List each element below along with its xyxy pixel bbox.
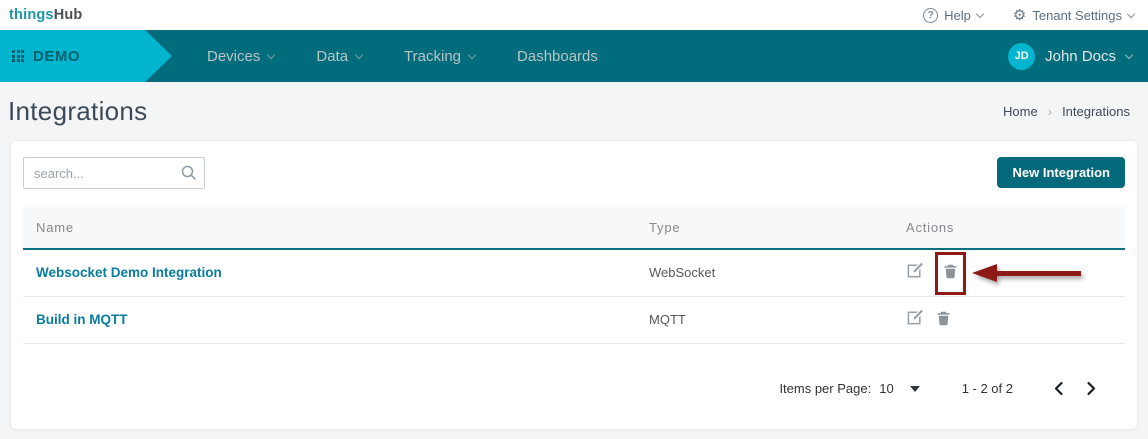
- logo-suffix: Hub: [53, 7, 83, 23]
- column-header-actions: Actions: [906, 220, 955, 235]
- avatar: JD: [1008, 42, 1036, 70]
- integration-type: MQTT: [649, 312, 686, 327]
- user-menu[interactable]: JD John Docs: [1008, 42, 1148, 70]
- help-menu[interactable]: ? Help: [923, 7, 985, 23]
- search-icon: [180, 164, 198, 187]
- app-logo[interactable]: thingsHub: [9, 7, 83, 23]
- nav-item-label: Devices: [207, 47, 261, 65]
- chevron-down-icon: [1124, 50, 1134, 59]
- delete-icon[interactable]: [935, 309, 952, 332]
- items-per-page-value: 10: [879, 381, 894, 396]
- annotation-arrow: [972, 264, 1081, 282]
- items-per-page-label: Items per Page:: [779, 381, 872, 396]
- tenant-settings-menu[interactable]: ⚙ Tenant Settings: [1012, 6, 1136, 24]
- nav-item-label: Tracking: [404, 47, 462, 65]
- breadcrumb-separator-icon: ›: [1047, 103, 1053, 119]
- items-per-page-select[interactable]: 10: [879, 381, 920, 396]
- apps-grid-icon: [12, 50, 24, 62]
- integrations-card: New Integration Name Type Actions Websoc…: [10, 140, 1138, 430]
- breadcrumb-home[interactable]: Home: [1003, 103, 1038, 119]
- nav-item-devices[interactable]: Devices: [207, 47, 276, 65]
- nav-item-tracking[interactable]: Tracking: [404, 47, 477, 65]
- help-label: Help: [944, 7, 971, 23]
- next-page-button[interactable]: [1086, 381, 1097, 396]
- previous-page-button[interactable]: [1053, 381, 1064, 396]
- chevron-down-icon: [1126, 9, 1136, 18]
- search-input[interactable]: [23, 157, 205, 189]
- table-header: Name Type Actions: [23, 207, 1125, 250]
- nav-item-label: Dashboards: [517, 47, 598, 65]
- integration-type: WebSocket: [649, 265, 716, 280]
- tenant-name: DEMO: [33, 47, 80, 65]
- breadcrumb: Home › Integrations: [1003, 104, 1130, 119]
- tenant-selector[interactable]: DEMO: [0, 30, 172, 82]
- page-title: Integrations: [8, 95, 148, 126]
- integration-name-link[interactable]: Build in MQTT: [36, 312, 128, 327]
- nav-item-label: Data: [316, 47, 349, 65]
- chevron-down-icon: [267, 50, 276, 59]
- breadcrumb-current: Integrations: [1062, 103, 1130, 119]
- main-navbar: DEMO Devices Data Tracking Dashboards JD…: [0, 30, 1148, 82]
- tenant-settings-label: Tenant Settings: [1032, 7, 1122, 23]
- chevron-down-icon: [975, 9, 985, 18]
- page-range: 1 - 2 of 2: [961, 381, 1013, 396]
- top-bar: thingsHub ? Help ⚙ Tenant Settings: [0, 0, 1148, 30]
- pagination: Items per Page: 10 1 - 2 of 2: [23, 381, 1125, 396]
- logo-prefix: things: [9, 7, 54, 23]
- column-header-name: Name: [36, 220, 74, 235]
- table-row: Websocket Demo Integration WebSocket: [23, 250, 1125, 297]
- user-name: John Docs: [1045, 47, 1116, 65]
- integrations-table: Name Type Actions Websocket Demo Integra…: [23, 207, 1125, 344]
- edit-icon[interactable]: [906, 261, 925, 285]
- edit-icon[interactable]: [906, 308, 925, 332]
- column-header-type: Type: [649, 220, 681, 235]
- nav-item-data[interactable]: Data: [316, 47, 364, 65]
- delete-icon[interactable]: [942, 262, 959, 285]
- integration-name-link[interactable]: Websocket Demo Integration: [36, 265, 222, 280]
- table-row: Build in MQTT MQTT: [23, 297, 1125, 344]
- help-icon: ?: [923, 7, 939, 23]
- annotation-highlight-box: [935, 251, 966, 295]
- nav-item-dashboards[interactable]: Dashboards: [517, 48, 598, 65]
- caret-down-icon: [909, 385, 920, 392]
- new-integration-button[interactable]: New Integration: [997, 157, 1125, 188]
- chevron-down-icon: [467, 50, 477, 59]
- chevron-down-icon: [354, 50, 364, 59]
- gear-icon: ⚙: [1012, 6, 1027, 24]
